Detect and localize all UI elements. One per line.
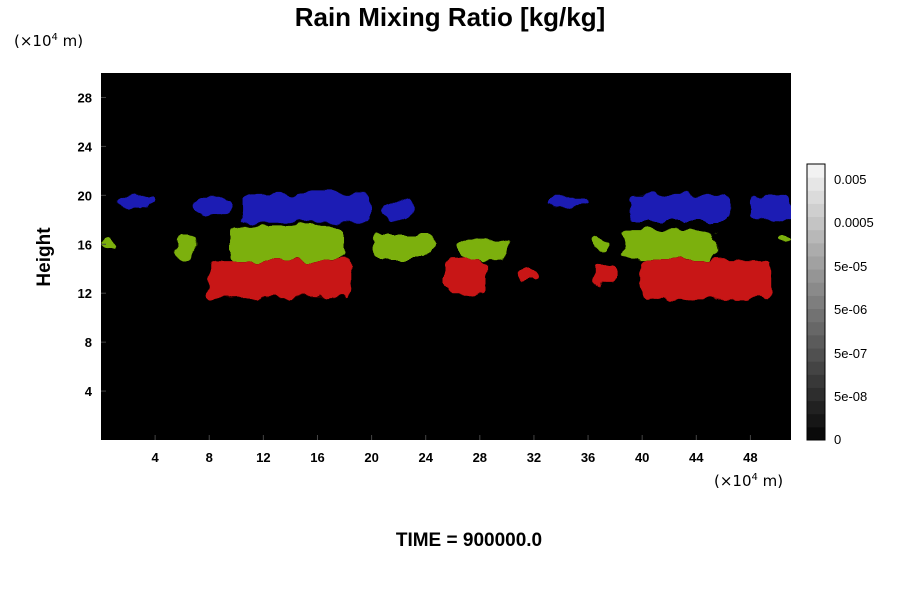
colorbar-swatch: [807, 387, 825, 402]
colorbar-swatch: [807, 229, 825, 244]
region-lower-2: [520, 269, 538, 281]
colorbar-swatch: [807, 374, 825, 388]
colorbar-label: 0: [834, 432, 841, 447]
region-lower-3: [594, 262, 616, 284]
x-tick-label: 44: [689, 450, 704, 465]
x-tick-label: 12: [256, 450, 270, 465]
x-tick-label: 40: [635, 450, 649, 465]
y-tick-label: 12: [78, 286, 92, 301]
colorbar-label: 5e-07: [834, 346, 867, 361]
y-tick-label: 20: [78, 188, 92, 203]
colorbar-swatch: [807, 256, 825, 270]
y-axis-ticks: 4 8 12 16 20 24 28: [78, 90, 106, 399]
colorbar-swatch: [807, 321, 825, 336]
region-middle-6: [621, 229, 717, 261]
colorbar-swatch: [807, 203, 825, 218]
x-tick-label: 8: [206, 450, 213, 465]
x-tick-label: 48: [743, 450, 757, 465]
region-middle-5: [594, 238, 609, 251]
region-lower-1: [446, 260, 487, 294]
x-tick-label: 4: [152, 450, 160, 465]
region-upper-0: [117, 195, 156, 208]
region-middle-0: [103, 240, 118, 251]
colorbar-swatch: [807, 348, 825, 362]
region-lower-0: [209, 260, 352, 299]
colorbar-label: 5e-06: [834, 302, 867, 317]
x-tick-label: 32: [527, 450, 541, 465]
y-tick-label: 16: [78, 237, 92, 252]
chart-title: Rain Mixing Ratio [kg/kg]: [294, 2, 606, 32]
colorbar-swatch: [807, 177, 825, 191]
colorbar-swatch: [807, 216, 825, 231]
colorbar: 0.005 0.0005 5e-05 5e-06 5e-07 5e-08 0: [806, 163, 874, 447]
region-upper-1: [195, 197, 230, 214]
x-tick-label: 20: [364, 450, 378, 465]
colorbar-label: 5e-08: [834, 389, 867, 404]
colorbar-swatch: [807, 361, 825, 375]
x-axis-unit-label: (×104 m): [714, 472, 784, 490]
colorbar-swatch: [807, 413, 825, 428]
y-axis-unit-label: (×104 m): [14, 32, 84, 50]
region-upper-6: [750, 195, 791, 220]
x-tick-label: 16: [310, 450, 324, 465]
colorbar-label: 0.005: [834, 172, 867, 187]
region-lower-4: [642, 260, 771, 300]
x-tick-label: 24: [418, 450, 433, 465]
region-middle-7: [777, 236, 791, 245]
region-middle-4: [459, 238, 507, 261]
y-tick-label: 4: [85, 384, 93, 399]
y-axis-label: Height: [34, 227, 55, 287]
region-middle-3: [371, 234, 433, 259]
data-layers: [103, 192, 791, 300]
y-tick-label: 28: [78, 90, 92, 105]
colorbar-swatch: [807, 164, 825, 178]
colorbar-label: 5e-05: [834, 259, 867, 274]
colorbar-swatch: [807, 295, 825, 310]
colorbar-label: 0.0005: [834, 215, 874, 230]
colorbar-swatch: [807, 282, 825, 296]
colorbar-swatch: [807, 400, 825, 415]
region-upper-4: [547, 197, 589, 206]
region-upper-3: [385, 200, 413, 220]
region-middle-2: [229, 225, 345, 261]
colorbar-frame: [806, 163, 826, 441]
x-tick-label: 36: [581, 450, 595, 465]
y-tick-label: 24: [78, 139, 93, 154]
colorbar-swatch: [807, 334, 825, 349]
x-tick-label: 28: [473, 450, 487, 465]
y-tick-label: 8: [85, 335, 92, 350]
time-label: TIME = 900000.0: [395, 530, 543, 551]
colorbar-swatch: [807, 190, 825, 204]
layer-upper: [117, 192, 791, 223]
colorbar-swatch: [807, 426, 825, 441]
colorbar-swatch: [807, 308, 825, 323]
colorbar-swatch: [807, 269, 825, 283]
region-upper-5: [628, 195, 731, 222]
colorbar-swatch: [807, 242, 825, 257]
region-middle-1: [175, 234, 196, 259]
layer-middle: [103, 225, 791, 261]
layer-lower: [209, 260, 771, 300]
x-axis-ticks: 4 8 12 16 20 24 28 32 36 40 44 48: [152, 435, 758, 465]
region-upper-2: [243, 192, 372, 223]
